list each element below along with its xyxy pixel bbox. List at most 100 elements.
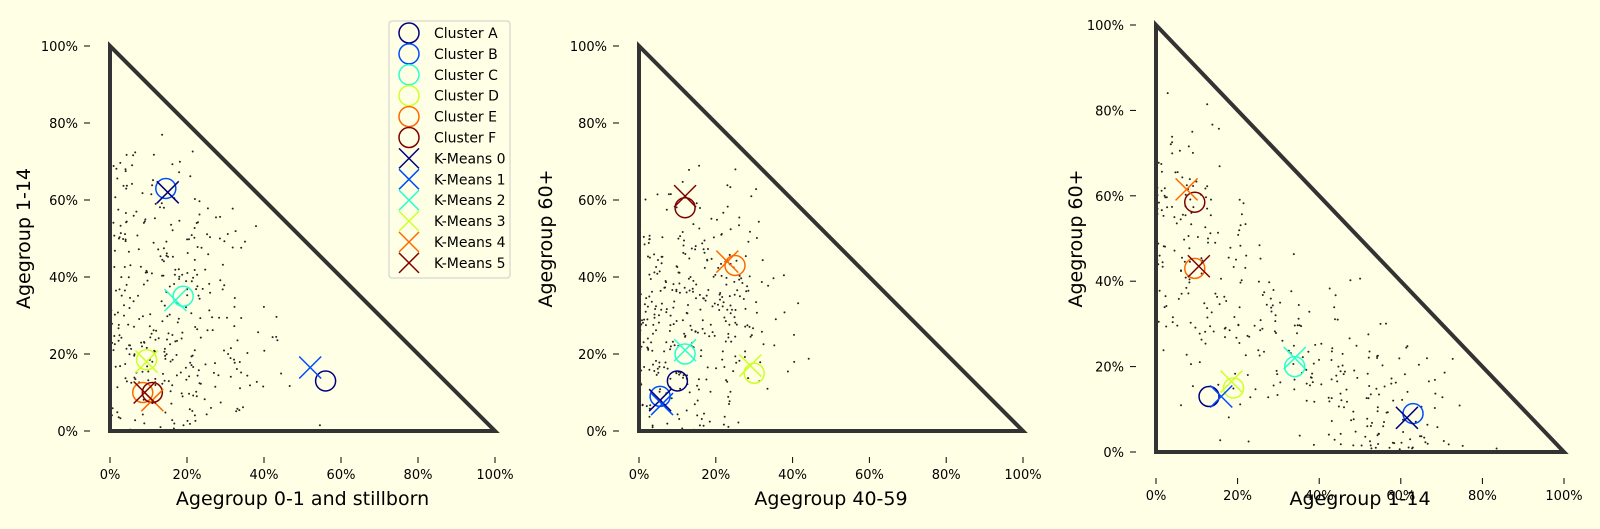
data-point — [644, 198, 647, 201]
data-point — [174, 268, 177, 271]
data-point — [119, 224, 122, 227]
data-point — [1189, 198, 1192, 201]
data-point — [1198, 361, 1201, 364]
data-point — [133, 354, 136, 357]
data-point — [1179, 218, 1182, 221]
data-point — [1232, 387, 1235, 390]
data-point — [1275, 369, 1278, 372]
data-point — [648, 256, 651, 259]
data-point — [1228, 329, 1231, 332]
data-point — [1258, 244, 1261, 247]
data-point — [702, 424, 705, 427]
data-point — [1300, 325, 1303, 328]
data-point — [198, 200, 201, 203]
data-point — [733, 293, 736, 296]
data-point — [125, 380, 128, 383]
data-point — [113, 234, 116, 237]
data-point — [242, 406, 244, 409]
data-point — [1246, 334, 1249, 337]
data-point — [732, 370, 735, 373]
data-point — [124, 168, 127, 171]
data-point — [234, 230, 237, 233]
data-point — [1417, 363, 1420, 366]
data-point — [669, 314, 672, 317]
data-point — [128, 344, 131, 347]
data-point — [1330, 397, 1333, 400]
data-point — [712, 275, 715, 278]
data-point — [657, 371, 660, 374]
data-point — [1376, 410, 1379, 413]
data-point — [120, 294, 123, 297]
data-point — [165, 254, 168, 257]
data-point — [144, 218, 147, 221]
data-point — [124, 240, 127, 243]
data-point — [1166, 92, 1169, 95]
kmeans-marker — [673, 184, 697, 208]
data-point — [1293, 388, 1296, 391]
data-point — [655, 305, 657, 308]
kmeans-marker — [673, 338, 697, 362]
data-point — [193, 198, 196, 200]
data-point — [1311, 381, 1314, 384]
data-point — [127, 323, 130, 326]
data-point — [1414, 420, 1417, 423]
data-point — [147, 370, 150, 373]
data-point — [1253, 324, 1256, 327]
data-point — [721, 296, 724, 298]
data-point — [698, 293, 701, 296]
data-point — [151, 360, 154, 363]
data-point — [648, 234, 651, 237]
data-point — [112, 349, 115, 352]
data-point — [165, 353, 168, 356]
data-point — [171, 384, 174, 387]
data-point — [262, 305, 265, 308]
data-point — [137, 248, 140, 251]
data-point — [1176, 171, 1179, 174]
data-point — [643, 243, 646, 246]
data-point — [168, 313, 171, 316]
x-tick-label: 0% — [629, 468, 650, 483]
data-point — [1259, 319, 1262, 322]
data-point — [1296, 332, 1298, 335]
data-point — [1209, 232, 1212, 235]
data-point — [233, 361, 236, 364]
data-point — [112, 165, 115, 167]
data-point — [1161, 261, 1164, 264]
data-point — [1270, 310, 1273, 313]
data-point — [651, 349, 654, 352]
data-point — [134, 378, 137, 381]
data-point — [729, 304, 732, 307]
data-point — [706, 258, 709, 261]
data-point — [143, 422, 146, 425]
kmeans-marker — [163, 288, 187, 312]
data-point — [690, 328, 693, 331]
data-point — [147, 379, 150, 382]
data-point — [166, 338, 168, 341]
data-point — [1367, 356, 1370, 359]
data-point — [170, 223, 173, 226]
data-point — [681, 180, 684, 183]
data-point — [749, 230, 751, 233]
data-point — [150, 193, 153, 196]
data-point — [1292, 363, 1295, 365]
data-point — [161, 258, 164, 261]
data-point — [1181, 213, 1184, 216]
data-point — [1173, 249, 1176, 252]
data-point — [706, 366, 709, 369]
data-point — [1375, 387, 1378, 390]
data-point — [1376, 406, 1379, 409]
data-point — [115, 289, 117, 292]
data-point — [170, 402, 173, 405]
data-point — [647, 255, 649, 258]
kmeans-marker — [650, 392, 674, 416]
data-point — [246, 374, 249, 377]
data-point — [233, 325, 236, 328]
data-point — [720, 233, 723, 235]
legend-label: K-Means 3 — [434, 214, 506, 230]
data-point — [712, 236, 715, 239]
data-point — [223, 240, 226, 243]
data-point — [1239, 403, 1242, 406]
data-point — [1188, 281, 1191, 284]
data-point — [186, 294, 189, 297]
data-point — [231, 246, 234, 249]
